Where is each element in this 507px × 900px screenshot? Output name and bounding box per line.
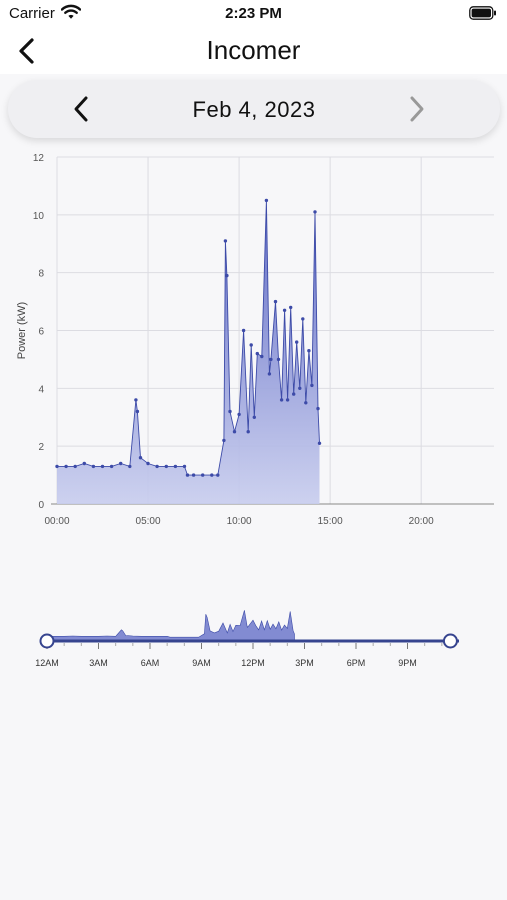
data-point — [146, 461, 150, 466]
data-point — [249, 343, 253, 347]
data-point — [135, 409, 140, 414]
date-label: Feb 4, 2023 — [192, 97, 316, 122]
data-point — [282, 308, 287, 312]
data-point — [292, 392, 296, 396]
data-point — [304, 401, 308, 405]
data-point — [223, 239, 228, 243]
power-area — [57, 200, 320, 504]
data-point — [155, 464, 159, 469]
date-selector: Feb 4, 2023 — [8, 80, 500, 138]
data-point — [273, 299, 278, 304]
data-point — [246, 430, 250, 434]
next-day-button[interactable] — [400, 93, 432, 125]
data-point — [301, 317, 305, 321]
data-point — [182, 464, 187, 469]
data-point — [317, 441, 322, 445]
range-tick-label: 3PM — [295, 658, 314, 668]
range-tick-label: 9PM — [398, 658, 417, 668]
range-tick-label: 6AM — [141, 658, 160, 668]
data-point — [91, 464, 96, 469]
x-tick-label: 00:00 — [44, 516, 69, 527]
range-tick-label: 6PM — [347, 658, 366, 668]
data-point — [260, 354, 264, 359]
data-point — [82, 461, 87, 466]
data-point — [295, 340, 299, 344]
data-point — [64, 464, 68, 469]
carrier-label: Carrier — [9, 5, 55, 22]
y-tick-label: 6 — [38, 327, 44, 338]
overview-area — [46, 610, 295, 641]
data-point — [228, 409, 232, 414]
data-point — [119, 461, 123, 466]
power-chart[interactable]: 0 2 4 6 8 10 12 00:00 05:00 10:00 15:00 20:00 Power … — [0, 145, 507, 535]
data-point — [191, 473, 196, 477]
y-tick-label: 12 — [33, 153, 45, 164]
y-axis-label: Power (kW) — [16, 302, 28, 359]
data-point — [298, 386, 302, 390]
data-point — [252, 415, 256, 419]
data-point — [310, 383, 314, 388]
battery-icon — [469, 6, 496, 20]
data-point — [316, 406, 320, 411]
previous-day-button[interactable] — [66, 93, 98, 125]
range-end-handle[interactable] — [442, 633, 458, 649]
data-point — [55, 464, 59, 469]
data-point — [128, 464, 132, 469]
data-point — [109, 464, 114, 469]
data-point — [241, 328, 246, 333]
page-title: Incomer — [206, 35, 301, 65]
y-tick-label: 8 — [38, 269, 44, 280]
status-time: 2:23 PM — [225, 5, 282, 22]
data-point — [134, 398, 138, 402]
chevron-right-icon — [410, 96, 424, 122]
x-tick-label: 20:00 — [409, 516, 434, 527]
data-point — [237, 412, 241, 417]
data-point — [279, 398, 284, 402]
data-point — [276, 357, 281, 362]
data-point — [225, 273, 229, 278]
data-point — [164, 464, 168, 469]
x-tick-label: 15:00 — [318, 516, 343, 527]
x-tick-label: 05:00 — [136, 516, 161, 527]
y-tick-label: 2 — [38, 442, 44, 453]
data-point — [285, 398, 290, 402]
data-point — [138, 456, 143, 460]
data-point — [232, 430, 237, 434]
range-start-handle[interactable] — [39, 633, 55, 649]
back-button[interactable] — [10, 33, 46, 69]
y-tick-label: 10 — [33, 211, 45, 222]
chevron-left-icon — [74, 96, 88, 122]
range-tick-label: 12AM — [35, 658, 59, 668]
range-tick-label: 3AM — [89, 658, 108, 668]
data-point — [210, 473, 214, 477]
data-point — [173, 464, 178, 469]
data-point — [216, 473, 220, 477]
range-tick-label: 12PM — [241, 658, 265, 668]
data-point — [313, 210, 317, 214]
data-point — [100, 464, 105, 469]
status-bar: Carrier 2:23 PM — [0, 0, 507, 28]
data-point — [289, 305, 293, 310]
range-tick-label: 9AM — [192, 658, 211, 668]
chevron-left-icon — [19, 38, 34, 64]
data-point — [185, 473, 190, 477]
data-point — [222, 438, 226, 443]
data-point — [264, 198, 269, 203]
x-tick-label: 10:00 — [227, 516, 252, 527]
time-range-selector[interactable]: 12AM 3AM 6AM 9AM 12PM 3PM 6PM 9PM — [0, 595, 507, 685]
data-point — [73, 464, 77, 469]
data-point — [269, 357, 273, 362]
data-point — [307, 349, 311, 353]
navigation-bar: Incomer — [0, 28, 507, 74]
data-point — [201, 473, 205, 477]
wifi-icon — [61, 4, 81, 19]
data-point — [267, 372, 272, 376]
data-point — [255, 351, 259, 356]
y-tick-label: 4 — [38, 384, 44, 395]
y-tick-label: 0 — [38, 500, 44, 511]
